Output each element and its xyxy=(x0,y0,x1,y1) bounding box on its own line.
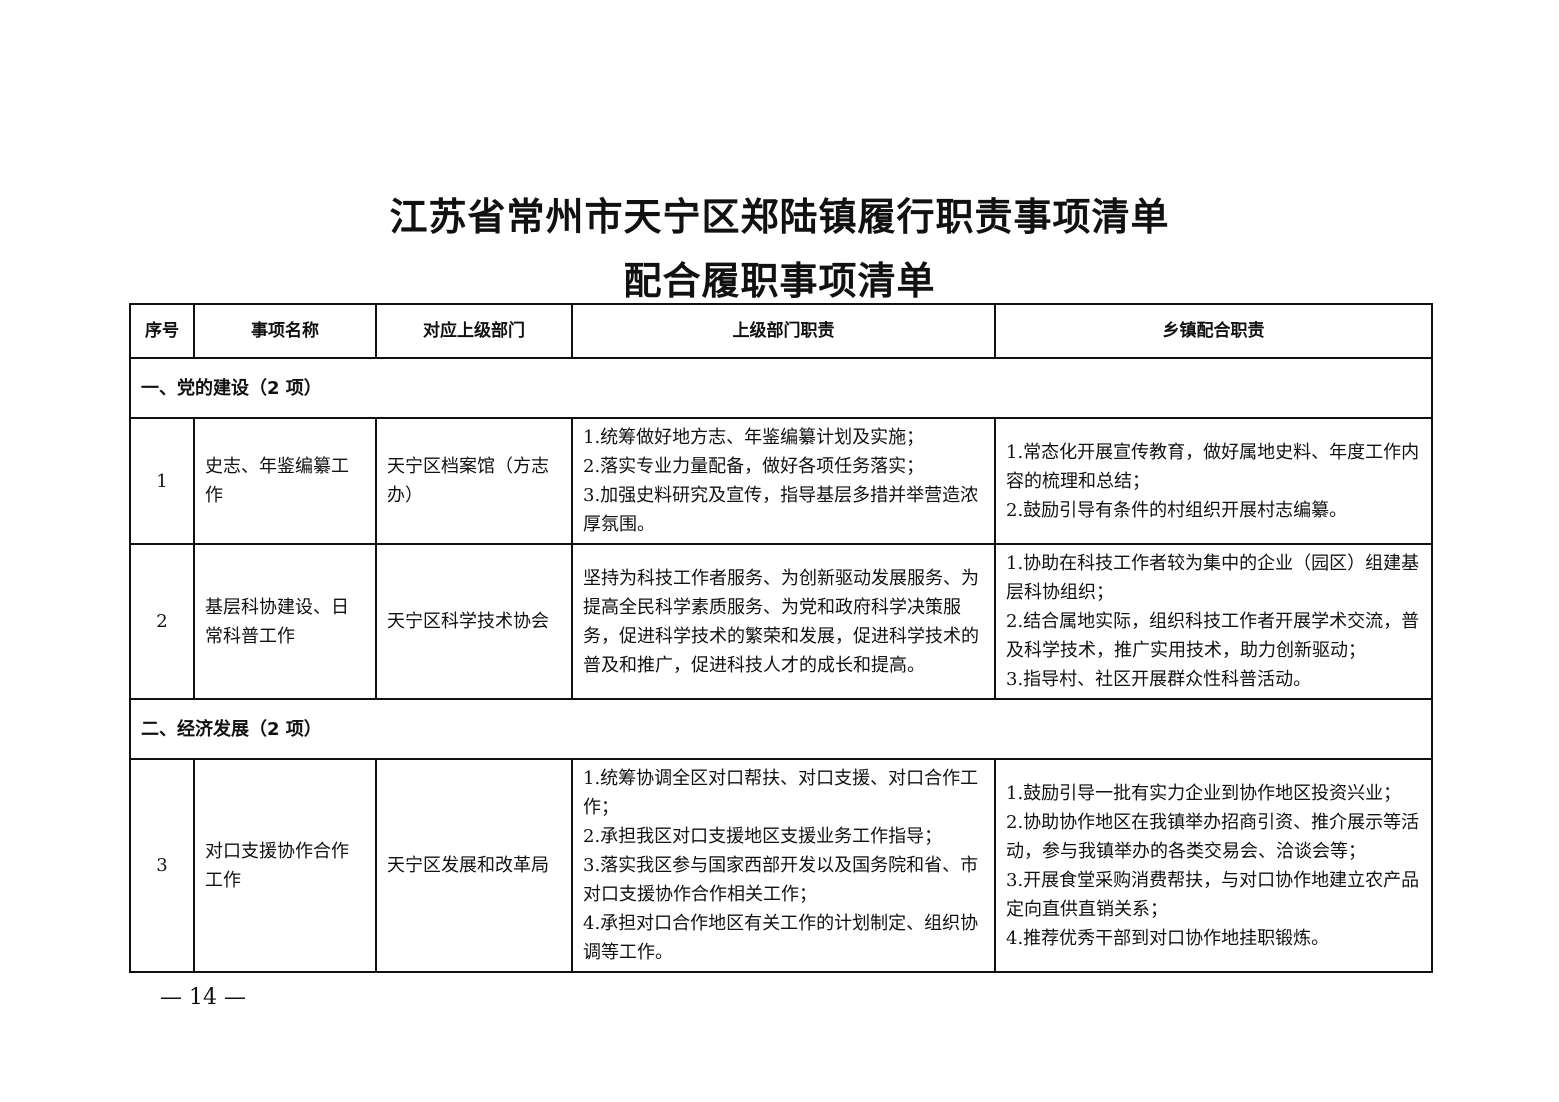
dept-duties: 1.统筹协调全区对口帮扶、对口支援、对口合作工作； 2.承担我区对口支援地区支援业… xyxy=(571,758,996,973)
duty-item: 3.落实我区参与国家西部开发以及国务院和省、市对口支援协作合作相关工作； xyxy=(583,855,979,905)
item-name: 史志、年鉴编纂工作 xyxy=(193,417,377,545)
town-duty-item: 3.开展食堂采购消费帮扶，与对口协作地建立农产品定向直供直销关系； xyxy=(1006,869,1420,920)
duty-item: 坚持为科技工作者服务、为创新驱动发展服务、为提高全民科学素质服务、为党和政府科学… xyxy=(583,567,979,676)
dept-name: 天宁区档案馆（方志办） xyxy=(375,417,573,545)
item-name: 基层科协建设、日常科普工作 xyxy=(193,543,377,700)
section-label: 一、党的建设（2 项） xyxy=(129,357,1433,419)
town-duty-item: 3.指导村、社区开展群众性科普活动。 xyxy=(1006,669,1312,690)
duty-item: 3.加强史料研究及宣传，指导基层多措并举营造浓厚氛围。 xyxy=(583,485,979,535)
table-row: 3 对口支援协作合作工作 天宁区发展和改革局 1.统筹协调全区对口帮扶、对口支援… xyxy=(129,758,1433,973)
dept-duties: 1.统筹做好地方志、年鉴编纂计划及实施； 2.落实专业力量配备，做好各项任务落实；… xyxy=(571,417,996,545)
town-duty-item: 4.推荐优秀干部到对口协作地挂职锻炼。 xyxy=(1006,927,1330,949)
section-row: 一、党的建设（2 项） xyxy=(129,357,1433,419)
header-town-duties: 乡镇配合职责 xyxy=(994,303,1433,359)
town-duties: 1.鼓励引导一批有实力企业到协作地区投资兴业； 2.协助协作地区在我镇举办招商引资… xyxy=(994,758,1433,973)
table-header-row: 序号 事项名称 对应上级部门 上级部门职责 乡镇配合职责 xyxy=(129,303,1433,359)
row-number: 1 xyxy=(129,417,195,545)
duty-item: 2.承担我区对口支援地区支援业务工作指导； xyxy=(583,826,943,847)
document-title: 江苏省常州市天宁区郑陆镇履行职责事项清单 xyxy=(389,194,1170,239)
table-row: 1 史志、年鉴编纂工作 天宁区档案馆（方志办） 1.统筹做好地方志、年鉴编纂计划… xyxy=(129,417,1433,545)
header-dept: 对应上级部门 xyxy=(375,303,573,359)
duty-item: 4.承担对口合作地区有关工作的计划制定、组织协调等工作。 xyxy=(583,913,979,963)
dept-duties: 坚持为科技工作者服务、为创新驱动发展服务、为提高全民科学素质服务、为党和政府科学… xyxy=(571,543,996,700)
row-number: 2 xyxy=(129,543,195,700)
duty-item: 1.统筹协调全区对口帮扶、对口支援、对口合作工作； xyxy=(583,768,979,818)
header-no: 序号 xyxy=(129,303,195,359)
document-subtitle: 配合履职事项清单 xyxy=(623,258,936,303)
duty-item: 2.落实专业力量配备，做好各项任务落实； xyxy=(583,456,925,477)
item-name: 对口支援协作合作工作 xyxy=(193,758,377,973)
table-row: 2 基层科协建设、日常科普工作 天宁区科学技术协会 坚持为科技工作者服务、为创新… xyxy=(129,543,1433,700)
town-duty-item: 1.协助在科技工作者较为集中的企业（园区）组建基层科协组织； xyxy=(1006,553,1420,603)
section-row: 二、经济发展（2 项） xyxy=(129,698,1433,760)
duty-item: 1.统筹做好地方志、年鉴编纂计划及实施； xyxy=(583,427,925,448)
town-duty-item: 2.鼓励引导有条件的村组织开展村志编纂。 xyxy=(1006,499,1348,521)
header-dept-duties: 上级部门职责 xyxy=(571,303,996,359)
page-number: — 14 — xyxy=(160,985,246,1010)
town-duties: 1.协助在科技工作者较为集中的企业（园区）组建基层科协组织； 2.结合属地实际，组… xyxy=(994,543,1433,700)
town-duty-item: 1.常态化开展宣传教育，做好属地史料、年度工作内容的梳理和总结； xyxy=(1006,441,1420,492)
dept-name: 天宁区发展和改革局 xyxy=(375,758,573,973)
town-duties: 1.常态化开展宣传教育，做好属地史料、年度工作内容的梳理和总结； 2.鼓励引导有条… xyxy=(994,417,1433,545)
duties-table: 序号 事项名称 对应上级部门 上级部门职责 乡镇配合职责 一、党的建设（2 项）… xyxy=(129,303,1433,973)
town-duty-item: 2.协助协作地区在我镇举办招商引资、推介展示等活动，参与我镇举办的各类交易会、洽… xyxy=(1006,811,1420,862)
town-duty-item: 2.结合属地实际，组织科技工作者开展学术交流，普及科学技术，推广实用技术，助力创… xyxy=(1006,611,1420,661)
dept-name: 天宁区科学技术协会 xyxy=(375,543,573,700)
row-number: 3 xyxy=(129,758,195,973)
town-duty-item: 1.鼓励引导一批有实力企业到协作地区投资兴业； xyxy=(1006,782,1402,804)
section-label: 二、经济发展（2 项） xyxy=(129,698,1433,760)
header-item-name: 事项名称 xyxy=(193,303,377,359)
